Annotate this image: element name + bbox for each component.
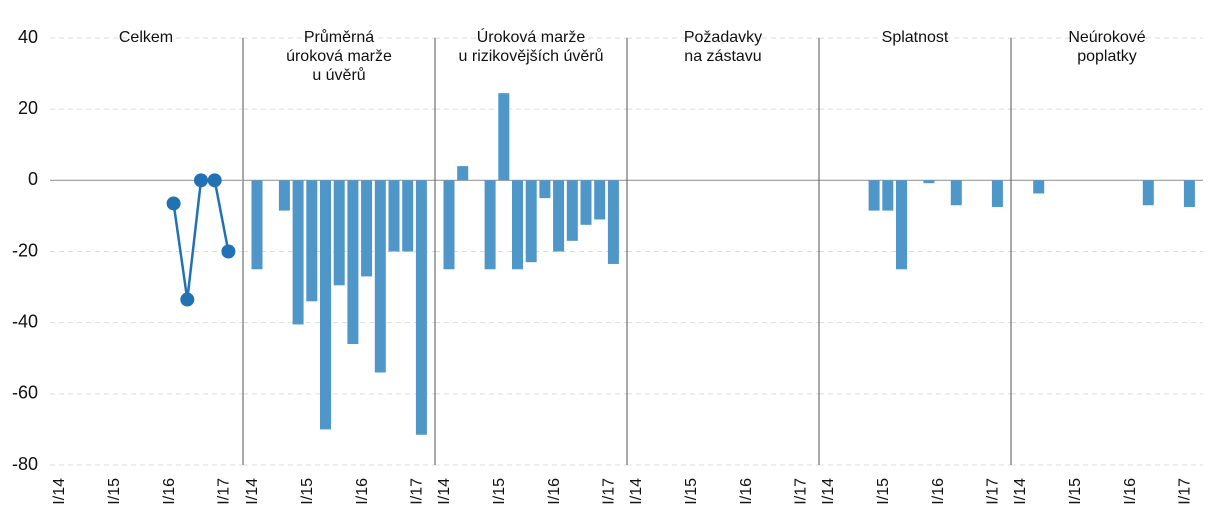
x-tick-label: I/17: [1177, 478, 1194, 505]
bar: [553, 180, 565, 252]
bar: [950, 180, 962, 206]
bar: [607, 180, 619, 264]
x-tick-label: I/16: [930, 478, 947, 505]
x-tick-label: I/16: [161, 478, 178, 505]
bar: [402, 180, 414, 252]
bar: [868, 180, 880, 211]
panel-title: u úvěrů: [312, 66, 365, 84]
y-tick-label: 20: [18, 98, 38, 118]
point: [194, 173, 208, 188]
bar: [251, 180, 263, 270]
y-tick-label: 40: [18, 27, 38, 47]
point: [180, 292, 195, 307]
point: [207, 173, 222, 188]
bar: [566, 180, 578, 241]
x-tick-label: I/16: [354, 478, 371, 505]
x-tick-label: I/14: [51, 478, 68, 505]
x-tick-label: I/16: [546, 478, 563, 505]
panel-title: na zástavu: [684, 48, 761, 65]
bar: [374, 180, 386, 373]
panel-title: Průměrná: [304, 28, 374, 46]
y-tick-label: -80: [12, 454, 38, 474]
bar: [292, 180, 304, 325]
point: [166, 196, 181, 211]
bar: [320, 180, 331, 430]
panel-title: Úroková marže: [477, 27, 586, 46]
y-tick-label: -60: [12, 383, 38, 403]
bar: [361, 180, 373, 277]
x-tick-label: I/17: [409, 478, 426, 505]
bar: [1033, 180, 1045, 194]
x-tick-label: I/15: [683, 478, 700, 505]
x-tick-label: I/15: [106, 478, 123, 505]
x-tick-label: I/15: [1067, 478, 1084, 505]
bar: [882, 180, 894, 211]
bar: [457, 166, 469, 181]
x-tick-label: I/16: [1122, 478, 1139, 505]
point: [221, 244, 236, 259]
bar: [512, 180, 523, 270]
x-tick-label: I/17: [216, 478, 233, 505]
bar: [580, 180, 592, 225]
bar: [278, 180, 290, 211]
bar: [498, 93, 510, 181]
x-tick-label: I/15: [875, 478, 892, 505]
y-tick-label: 0: [28, 169, 38, 189]
x-tick-label: I/16: [738, 478, 755, 505]
panel-title: Splatnost: [882, 29, 949, 46]
line: [172, 179, 230, 300]
bar: [539, 180, 551, 199]
x-tick-label: I/14: [1012, 478, 1029, 505]
bar: [306, 180, 318, 302]
bar: [415, 180, 427, 435]
panel-title: poplatky: [1077, 48, 1137, 65]
bar: [525, 180, 537, 263]
bar: [347, 180, 359, 345]
panel-title: Neúrokové: [1068, 29, 1145, 46]
bar: [1142, 180, 1154, 206]
bar: [896, 180, 907, 270]
bar: [484, 180, 496, 270]
bar: [333, 180, 345, 286]
x-tick-label: I/14: [820, 478, 837, 505]
x-tick-label: I/17: [985, 478, 1002, 505]
bar: [991, 180, 1003, 208]
bar: [1183, 180, 1195, 208]
x-tick-label: I/14: [628, 478, 645, 505]
y-tick-label: -20: [12, 240, 38, 260]
x-tick-label: I/15: [491, 478, 508, 505]
x-tick-label: I/14: [244, 478, 261, 505]
panel-title: úroková marže: [286, 48, 392, 65]
y-tick-label: -40: [12, 311, 38, 331]
bar: [594, 180, 606, 220]
x-tick-label: I/14: [436, 478, 453, 505]
panel-title: Celkem: [119, 29, 173, 46]
bar: [388, 180, 400, 252]
x-tick-label: I/17: [601, 478, 618, 505]
panel-title: u rizikovějších úvěrů: [459, 47, 604, 65]
panel-title: Požadavky: [684, 29, 762, 46]
bar: [443, 180, 455, 270]
bar: [923, 180, 935, 184]
x-tick-label: I/17: [793, 478, 810, 505]
x-tick-label: I/15: [299, 478, 316, 505]
